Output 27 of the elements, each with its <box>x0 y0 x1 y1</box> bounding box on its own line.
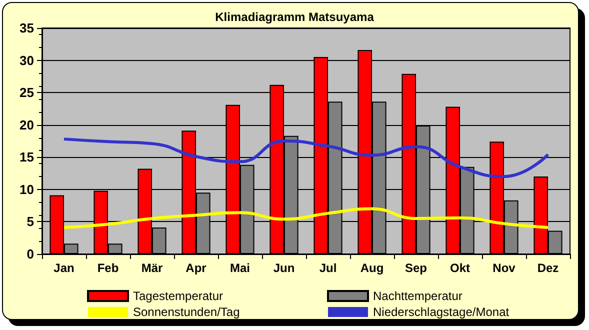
y-tick-label: 0 <box>26 246 34 262</box>
legend-label: Niederschlagstage/Monat <box>373 305 510 319</box>
y-tick-label: 25 <box>20 85 34 100</box>
y-tick-label: 30 <box>20 52 34 68</box>
y-tick-label: 5 <box>26 214 34 230</box>
x-tick-label: Feb <box>97 261 119 275</box>
x-tick-label: Aug <box>360 261 384 275</box>
y-tick-label: 15 <box>20 150 34 165</box>
x-tick-label: Mai <box>230 261 250 275</box>
line-series <box>62 138 550 178</box>
x-tick-label: Okt <box>450 261 470 275</box>
x-tick-label: Dez <box>537 261 559 275</box>
legend-label: Tagestemperatur <box>133 289 224 303</box>
x-tick-label: Nov <box>492 261 516 275</box>
y-tick-label: 35 <box>20 20 34 36</box>
x-tick-label: Sep <box>404 261 428 275</box>
x-tick-label: Mär <box>141 261 163 275</box>
x-tick-label: Jun <box>273 261 295 275</box>
x-tick-label: Jul <box>319 261 337 275</box>
y-tick-label: 20 <box>20 117 34 132</box>
chart-title: Klimadiagramm Matsuyama <box>215 10 374 24</box>
legend-label: Sonnenstunden/Tag <box>133 305 240 319</box>
x-tick-label: Apr <box>186 261 207 275</box>
y-tick-label: 10 <box>20 182 34 197</box>
x-tick-label: Jan <box>54 261 74 275</box>
legend-label: Nachttemperatur <box>373 289 462 303</box>
line-series <box>62 207 550 230</box>
